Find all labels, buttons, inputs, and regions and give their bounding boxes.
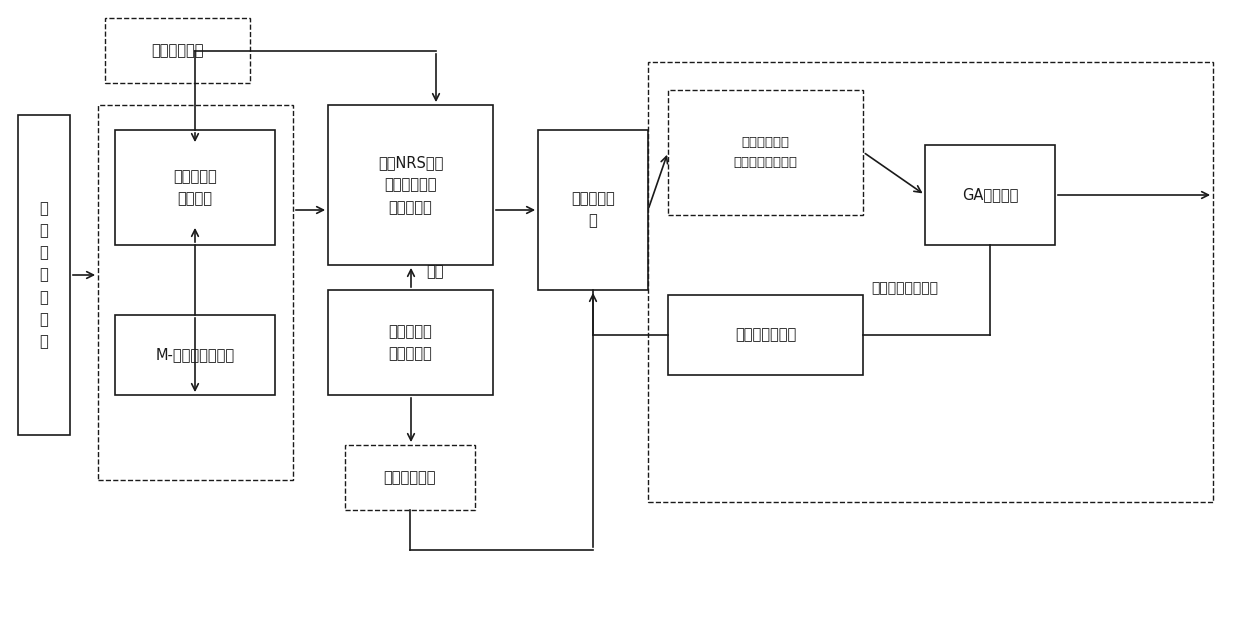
Bar [329, 290, 494, 395]
Text: 求解最优解列断面: 求解最优解列断面 [872, 281, 939, 295]
Bar [668, 90, 863, 215]
Bar [345, 445, 475, 510]
Bar [925, 145, 1055, 245]
Text: 电
网
的
实
时
信
息: 电 网 的 实 时 信 息 [40, 201, 48, 349]
Text: M-均根类群聚合法: M-均根类群聚合法 [155, 347, 234, 363]
Text: GA搜索算法: GA搜索算法 [962, 188, 1018, 202]
Bar [98, 105, 293, 480]
Text: 结合NRS理论
的短期电力负
荷预测模型: 结合NRS理论 的短期电力负 荷预测模型 [378, 155, 443, 215]
Text: 全局进化寻
优算法算法: 全局进化寻 优算法算法 [388, 324, 433, 361]
Bar [19, 115, 69, 435]
Bar [105, 18, 250, 83]
Bar [329, 105, 494, 265]
Bar [115, 130, 275, 245]
Bar [115, 315, 275, 395]
Text: 解列孤岛数量
孤岛初始搜索节点: 解列孤岛数量 孤岛初始搜索节点 [734, 136, 797, 169]
Bar [668, 295, 863, 375]
Text: 深度学习算
法: 深度学习算 法 [572, 191, 615, 229]
Text: 负荷分群结果: 负荷分群结果 [383, 470, 436, 485]
Bar [649, 62, 1213, 502]
Text: 孤岛内功率平衡: 孤岛内功率平衡 [735, 328, 796, 342]
Text: 邻域高维可
视化算法: 邻域高维可 视化算法 [174, 169, 217, 206]
Bar [538, 130, 649, 290]
Text: 机组分群结果: 机组分群结果 [151, 43, 203, 58]
Text: 优化: 优化 [427, 264, 444, 280]
